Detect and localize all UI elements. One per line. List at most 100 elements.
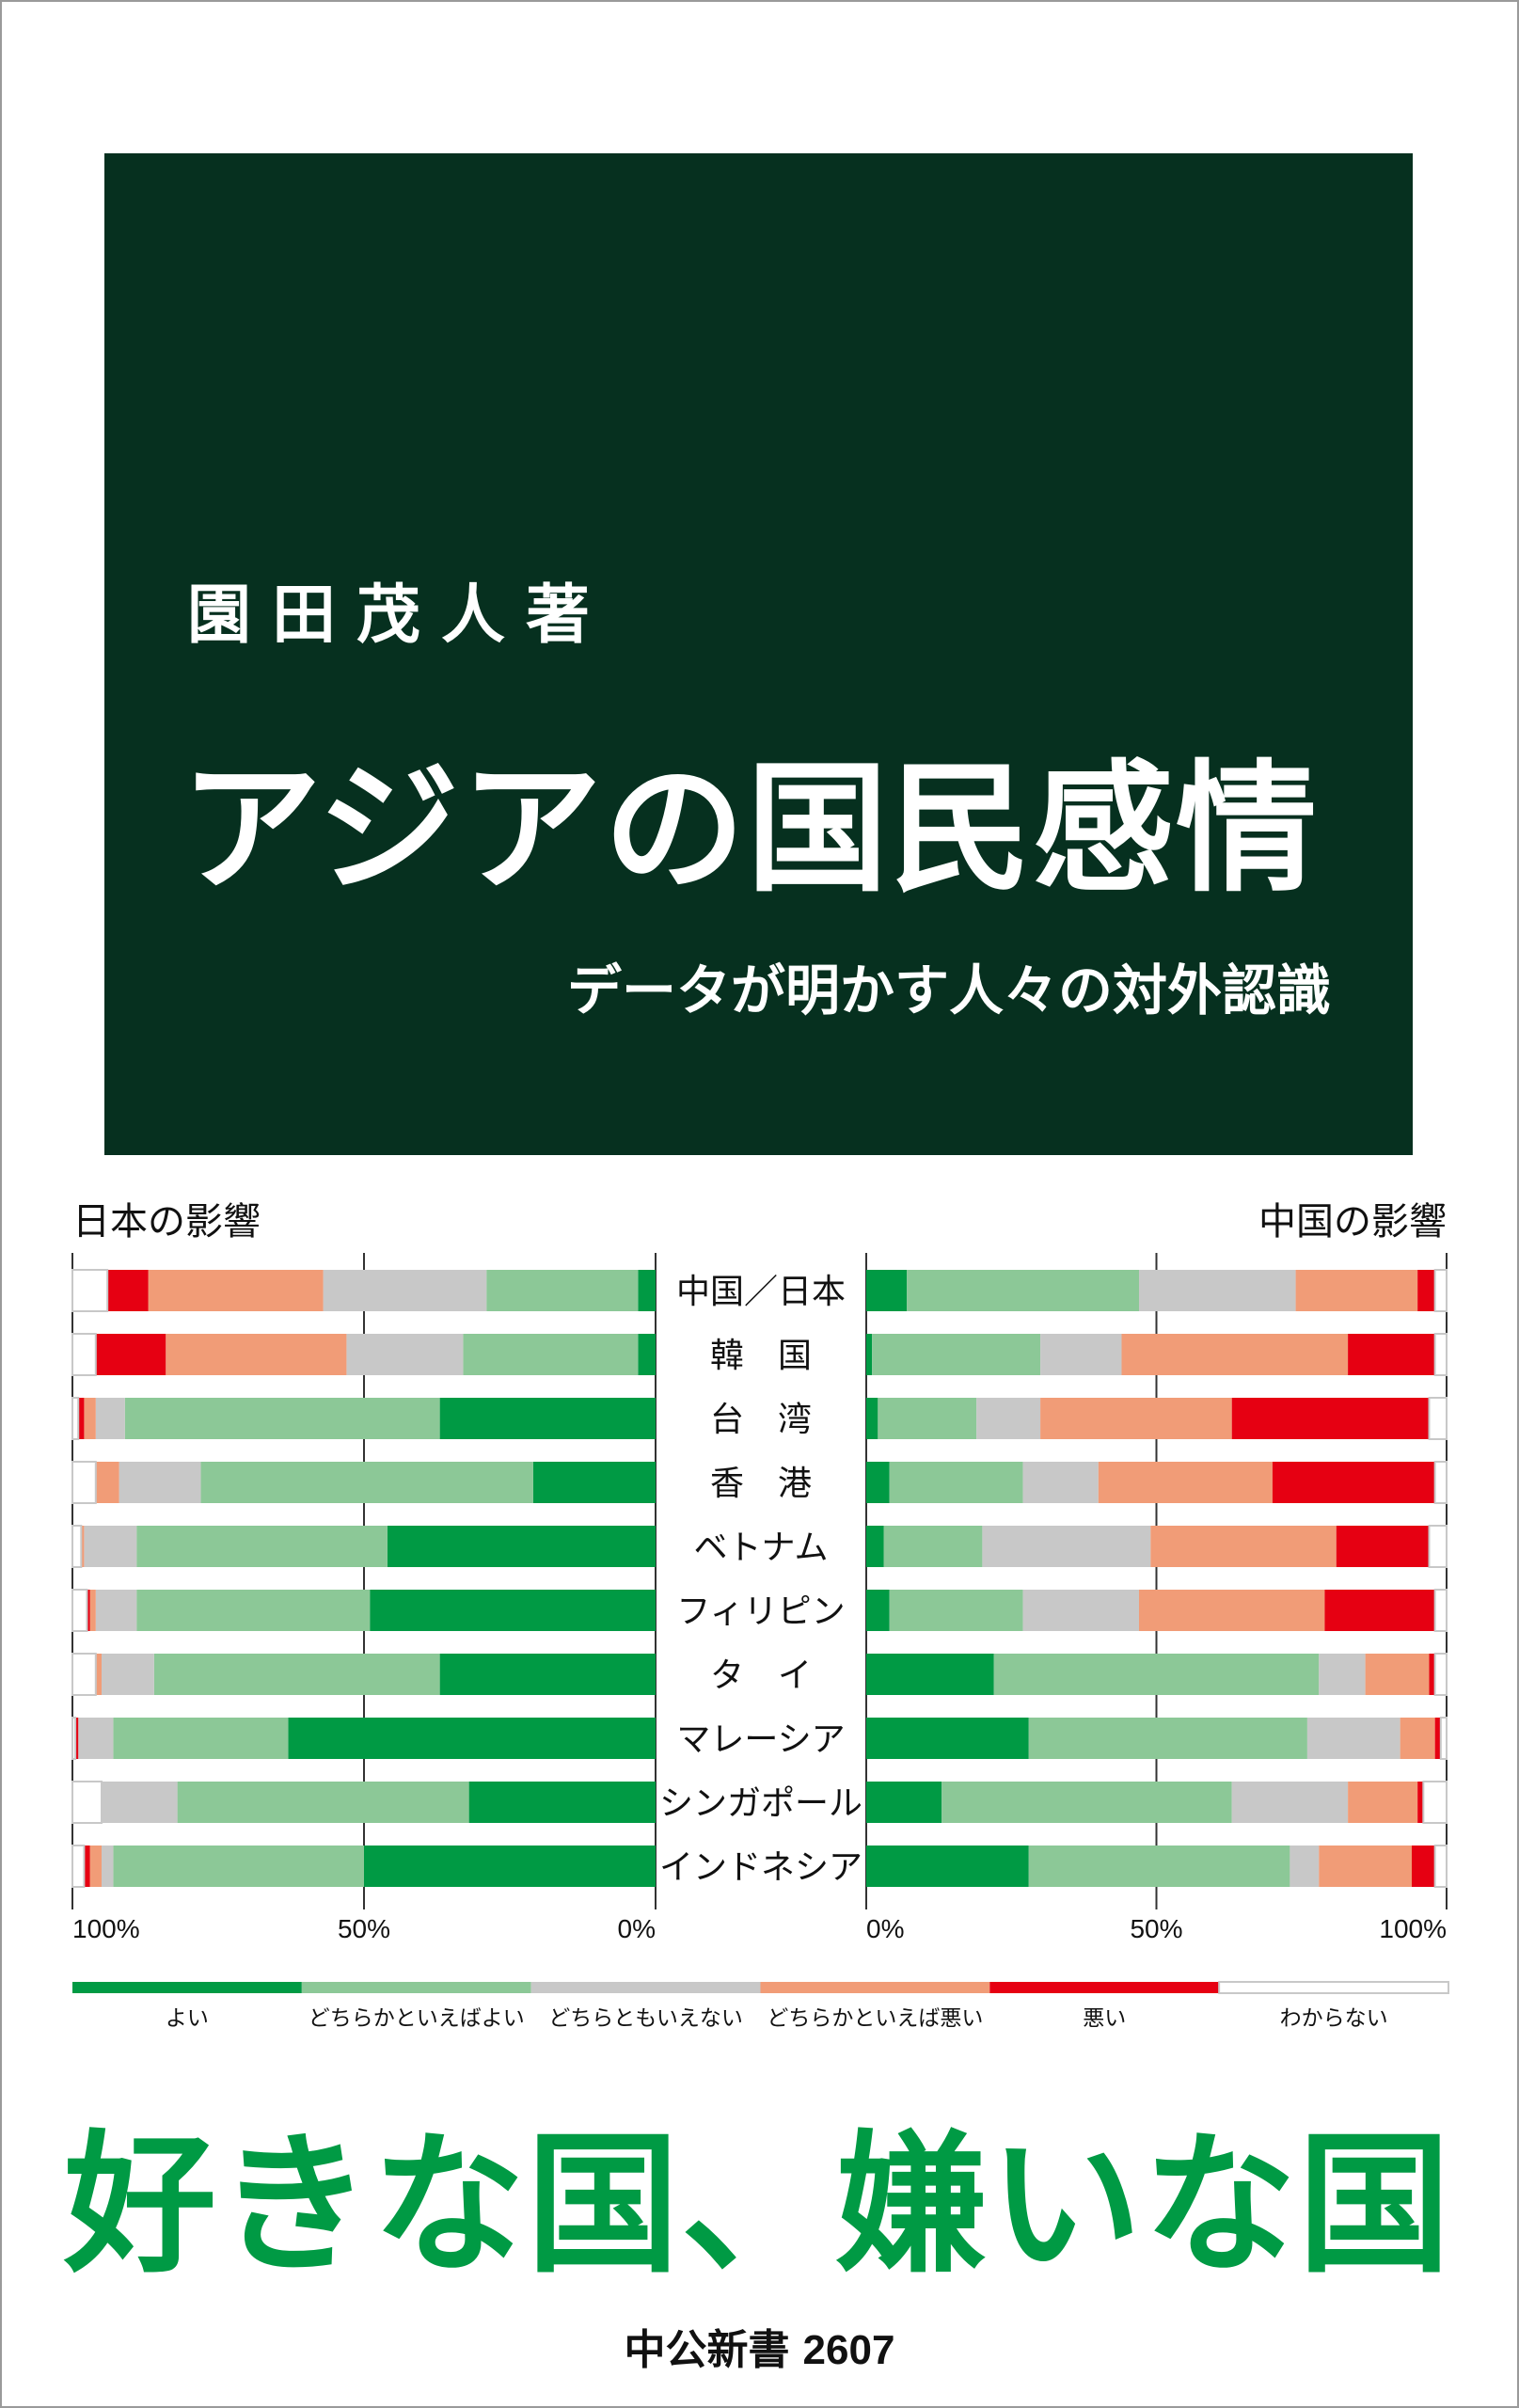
book-subtitle: データが明かす人々の対外認識 — [566, 958, 1331, 1022]
bar-segment — [1422, 1781, 1448, 1824]
bar-segment — [1028, 1718, 1307, 1759]
bar-segment — [1022, 1462, 1099, 1503]
bar-segment — [866, 1526, 884, 1567]
category-label: シンガポール — [659, 1784, 862, 1823]
tick-label: 100% — [1379, 1914, 1447, 1943]
bar-segment — [1028, 1846, 1290, 1887]
bar-segment — [136, 1526, 388, 1567]
bar-segment — [486, 1270, 639, 1311]
bar-segment — [71, 1397, 80, 1440]
bar-segment — [866, 1590, 890, 1631]
bar-segment — [102, 1654, 154, 1695]
bar-segment — [153, 1654, 440, 1695]
tagline: 好きな国、嫌いな国 — [64, 2115, 1452, 2294]
bar-segment — [878, 1398, 977, 1439]
bar-segment — [907, 1270, 1139, 1311]
bar-segment — [638, 1334, 656, 1375]
category-label: フィリピン — [676, 1592, 845, 1631]
legend-label: どちらかといえばよい — [309, 2006, 525, 2031]
dual-stacked-bar-chart: 100% 50% 0% 0% 50% 100% 中国／日本韓 国台 湾香 港ベトナムフィリピ… — [71, 1253, 1449, 2031]
bar-segment — [883, 1526, 983, 1567]
bar-segment — [1319, 1846, 1412, 1887]
bar-segment — [95, 1590, 137, 1631]
bar-segment — [982, 1526, 1151, 1567]
bar-segment — [1231, 1782, 1349, 1823]
bar-segment — [866, 1846, 1029, 1887]
bar-segment — [124, 1398, 440, 1439]
bar-segment — [1428, 1397, 1448, 1440]
bar-segment — [75, 1718, 79, 1759]
bar-segment — [1417, 1782, 1424, 1823]
bar-segment — [889, 1462, 1023, 1503]
legend-swatch — [1218, 1981, 1449, 1994]
bar-segment — [1439, 1717, 1448, 1760]
bar-segment — [71, 1589, 88, 1632]
legend-swatch — [989, 1982, 1220, 1993]
bar-segment — [113, 1846, 365, 1887]
bar-segment — [1098, 1462, 1273, 1503]
bar-segment — [71, 1781, 103, 1824]
bar-segment — [95, 1654, 102, 1695]
publisher-series: 中公新書 2607 — [0, 2316, 1519, 2376]
bar-segment — [1348, 1782, 1418, 1823]
bar-segment — [87, 1590, 90, 1631]
category-label: 香 港 — [710, 1465, 812, 1503]
author: 園田茂人著 — [187, 578, 611, 653]
bar-segment — [468, 1782, 656, 1823]
bar-segment — [866, 1270, 908, 1311]
left-chart-title: 日本の影響 — [72, 1200, 261, 1244]
series-number: 2607 — [802, 2327, 895, 2373]
bar-segment — [532, 1462, 656, 1503]
bar-segment — [1040, 1398, 1232, 1439]
bar-segment — [1295, 1270, 1418, 1311]
bar-segment — [866, 1398, 878, 1439]
series-name: 中公新書 — [624, 2326, 790, 2374]
bar-segment — [1040, 1334, 1122, 1375]
bar-segment — [1433, 1333, 1448, 1376]
bar-segment — [1433, 1589, 1448, 1632]
bar-segment — [71, 1717, 77, 1760]
bar-segment — [993, 1654, 1320, 1695]
bar-segment — [866, 1654, 994, 1695]
bar-segment — [1429, 1654, 1435, 1695]
title-panel — [104, 153, 1413, 1155]
bar-segment — [463, 1334, 639, 1375]
bar-segment — [866, 1462, 890, 1503]
bar-segment — [1365, 1654, 1430, 1695]
bar-segment — [1306, 1718, 1400, 1759]
bar-segment — [71, 1525, 83, 1568]
bar-segment — [346, 1334, 464, 1375]
bar-segment — [1433, 1845, 1448, 1888]
bar-segment — [872, 1334, 1041, 1375]
category-label: マレーシア — [676, 1720, 845, 1759]
legend-swatch — [530, 1982, 761, 1993]
bar-segment — [288, 1718, 656, 1759]
bar-segment — [71, 1461, 97, 1504]
bar-segment — [84, 1846, 90, 1887]
legend-swatch — [72, 1982, 302, 1993]
bar-segment — [71, 1269, 109, 1312]
tick-label: 50% — [1130, 1914, 1182, 1943]
book-title: アジアの国民感情 — [181, 746, 1320, 911]
bar-segment — [1138, 1590, 1325, 1631]
category-label: 中国／日本 — [676, 1273, 846, 1311]
bar-segment — [1022, 1590, 1139, 1631]
bar-segment — [1272, 1462, 1435, 1503]
bar-segment — [81, 1526, 85, 1567]
bar-segment — [387, 1526, 656, 1567]
tick-label: 100% — [72, 1914, 140, 1943]
bar-segment — [889, 1590, 1023, 1631]
bar-segment — [1428, 1525, 1448, 1568]
bar-segment — [71, 1653, 97, 1696]
bar-segment — [1290, 1846, 1320, 1887]
tick-label: 50% — [338, 1914, 390, 1943]
bar-segment — [1138, 1270, 1296, 1311]
bar-segment — [1411, 1846, 1435, 1887]
legend-label: どちらかといえば悪い — [767, 2006, 983, 2031]
bar-segment — [370, 1590, 656, 1631]
bar-segment — [136, 1590, 371, 1631]
tick-label: 0% — [866, 1914, 904, 1943]
tick-label: 0% — [618, 1914, 656, 1943]
category-label: ベトナム — [694, 1529, 829, 1567]
bar-segment — [113, 1718, 289, 1759]
